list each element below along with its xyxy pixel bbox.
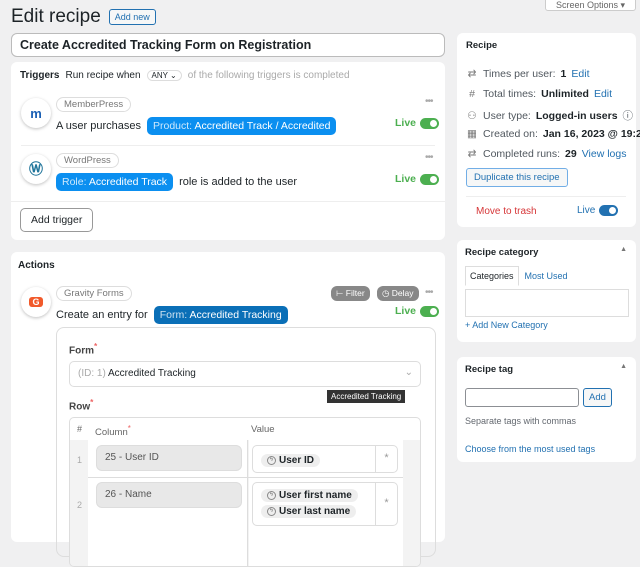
run-when-label: Run recipe when — [65, 70, 141, 81]
repeat-icon: ⇄ — [467, 148, 477, 160]
tab-most-used[interactable]: Most Used — [524, 271, 568, 281]
recipe-live-toggle[interactable]: Live — [577, 205, 619, 216]
tab-categories[interactable]: Categories — [465, 266, 519, 286]
action-fields: Form* (ID: 1) Accredited Tracking ⌄ Accre… — [56, 327, 436, 567]
product-token[interactable]: Product: Accredited Track / Accredited — [147, 117, 337, 135]
row-table: # Column* Value 1 25 - User ID ϟ User ID *… — [69, 417, 421, 567]
category-box-title: Recipe category — [465, 247, 539, 258]
memberpress-icon: m — [21, 98, 51, 128]
column-header: Column* — [95, 424, 131, 439]
add-trigger-button[interactable]: Add trigger — [20, 208, 94, 232]
collapse-icon[interactable]: ▲ — [620, 363, 627, 370]
more-options-icon[interactable]: ••• — [425, 152, 433, 163]
trigger-sentence: A user purchases — [56, 120, 141, 132]
action-live-toggle[interactable]: Live — [395, 305, 440, 317]
recipe-category-box: Recipe category ▲ Categories Most Used +… — [457, 240, 636, 342]
more-options-icon[interactable]: ••• — [425, 287, 433, 298]
tag-hint: Separate tags with commas — [465, 416, 577, 426]
form-select[interactable]: (ID: 1) Accredited Tracking ⌄ — [69, 361, 421, 387]
wordpress-icon: Ⓦ — [21, 154, 51, 184]
view-logs-link[interactable]: View logs — [581, 148, 627, 160]
role-token[interactable]: Role: Accredited Track — [56, 173, 174, 191]
move-to-trash-link[interactable]: Move to trash — [476, 206, 537, 217]
integration-badge: Gravity Forms — [56, 286, 132, 301]
column-header: Value — [251, 424, 275, 435]
trigger-mode-select[interactable]: ANY ⌄ — [146, 70, 182, 81]
add-new-category-link[interactable]: + Add New Category — [465, 320, 548, 330]
recipe-box-title: Recipe — [466, 40, 498, 51]
trigger-sentence: role is added to the user — [179, 176, 298, 188]
tag-input[interactable] — [465, 388, 579, 407]
hash-icon: # — [469, 88, 475, 100]
asterisk-icon[interactable]: * — [375, 446, 397, 472]
repeat-icon: ⇄ — [467, 68, 477, 80]
choose-tags-link[interactable]: Choose from the most used tags — [465, 444, 596, 454]
more-options-icon[interactable]: ••• — [425, 96, 433, 107]
actions-heading: Actions — [18, 260, 55, 271]
row-number: 2 — [77, 500, 83, 510]
page-header: Edit recipe Add new — [11, 6, 156, 28]
help-icon[interactable]: ⓘ — [622, 110, 634, 122]
chevron-down-icon: ⌄ — [404, 367, 413, 378]
add-tag-button[interactable]: Add — [583, 388, 612, 407]
trigger-live-toggle[interactable]: Live — [395, 117, 440, 129]
collapse-icon[interactable]: ▲ — [620, 246, 627, 253]
triggers-panel: Triggers Run recipe when ANY ⌄ of the fo… — [11, 62, 445, 240]
calendar-icon: ▦ — [467, 128, 477, 140]
integration-badge: MemberPress — [56, 97, 132, 112]
edit-link[interactable]: Edit — [571, 68, 590, 80]
filter-button[interactable]: ⊢ Filter — [331, 286, 370, 301]
form-token[interactable]: Form: Accredited Tracking — [153, 306, 288, 324]
user-icon: ⚇ — [467, 109, 477, 122]
column-header: # — [77, 424, 83, 434]
actions-panel: Actions G Gravity Forms Create an entry … — [11, 252, 445, 567]
form-label: Form* — [69, 341, 98, 357]
tooltip: Accredited Tracking — [327, 390, 406, 403]
value-field[interactable]: ϟ User ID * — [252, 445, 398, 473]
duplicate-recipe-button[interactable]: Duplicate this recipe — [466, 168, 568, 187]
page-title: Edit recipe — [11, 6, 101, 27]
row-label: Row* — [69, 397, 94, 413]
column-select[interactable]: 25 - User ID — [96, 445, 242, 471]
recipe-title-input[interactable]: Create Accredited Tracking Form on Regis… — [11, 33, 445, 57]
integration-badge: WordPress — [56, 153, 119, 168]
trigger-live-toggle[interactable]: Live — [395, 173, 440, 185]
triggers-heading: Triggers — [20, 70, 60, 81]
token-chip: ϟ User ID — [261, 453, 321, 467]
token-chip: ϟ User last name — [261, 504, 357, 518]
add-new-button[interactable]: Add new — [108, 9, 156, 25]
recipe-tag-box: Recipe tag ▲ Add Separate tags with comm… — [457, 357, 636, 462]
run-when-suffix: of the following triggers is completed — [187, 70, 350, 81]
asterisk-icon[interactable]: * — [375, 483, 397, 525]
row-number: 1 — [77, 455, 83, 465]
value-field[interactable]: ϟ User first name ϟ User last name * — [252, 482, 398, 526]
column-select[interactable]: 26 - Name — [96, 482, 242, 508]
tag-box-title: Recipe tag — [465, 364, 514, 375]
gravity-forms-icon: G — [21, 287, 51, 317]
delay-button[interactable]: ◷ Delay — [377, 286, 419, 301]
edit-link[interactable]: Edit — [593, 88, 613, 100]
recipe-box: Recipe ⇄ Times per user: 1 Edit # Total time… — [457, 33, 640, 227]
action-sentence: Create an entry for — [56, 309, 148, 321]
token-chip: ϟ User first name — [261, 488, 358, 502]
screen-options-button[interactable]: Screen Options ▾ — [545, 0, 636, 11]
